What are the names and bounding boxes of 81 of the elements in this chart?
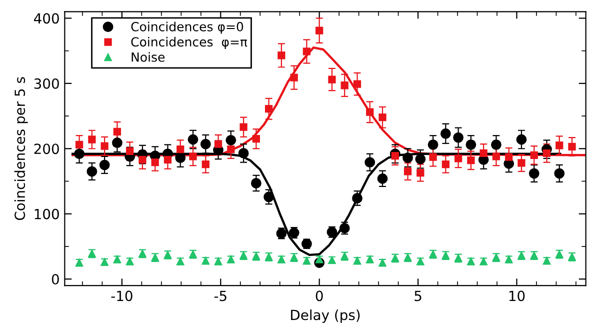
point	[530, 151, 538, 159]
point	[151, 158, 159, 166]
point	[440, 128, 451, 139]
point	[364, 157, 376, 168]
point	[240, 123, 248, 131]
y-tick-label: 100	[34, 208, 59, 220]
point	[554, 168, 565, 179]
point	[200, 138, 211, 150]
legend-label: Coincidences φ=0	[131, 22, 244, 34]
point	[88, 136, 96, 144]
point	[138, 156, 146, 164]
point	[404, 168, 412, 176]
point	[278, 52, 286, 60]
point	[86, 166, 98, 177]
point	[264, 192, 274, 202]
y-tick-label: 300	[34, 78, 59, 89]
point	[516, 134, 527, 145]
point	[454, 154, 462, 162]
point	[164, 156, 172, 164]
x-tick-label: -10	[111, 290, 132, 302]
point	[290, 74, 298, 82]
point	[480, 149, 488, 158]
point	[556, 142, 564, 150]
point	[568, 142, 576, 150]
point	[353, 80, 362, 88]
point	[264, 105, 273, 113]
point	[328, 76, 336, 84]
point	[316, 26, 324, 34]
point	[402, 152, 413, 163]
point	[429, 153, 437, 161]
point	[250, 178, 262, 188]
point	[528, 168, 540, 179]
point	[466, 140, 476, 150]
point	[352, 192, 362, 204]
x-tick-label: 5	[414, 290, 422, 302]
point	[175, 152, 186, 163]
y-tick-label: 200	[34, 144, 59, 154]
point	[518, 159, 526, 167]
point	[100, 142, 108, 150]
point	[340, 82, 348, 90]
point	[442, 160, 450, 168]
point	[453, 132, 464, 143]
point	[227, 145, 235, 154]
point	[75, 140, 84, 149]
point	[99, 160, 110, 170]
x-tick-label: 10	[509, 290, 525, 302]
point	[490, 140, 502, 150]
point	[542, 149, 551, 158]
point	[74, 148, 85, 160]
point	[126, 147, 134, 156]
point	[188, 134, 198, 145]
point	[467, 156, 475, 164]
point	[302, 48, 311, 56]
x-tick-label: -5	[214, 290, 226, 302]
legend-label: Coincidences φ=π	[131, 36, 248, 50]
point	[366, 108, 374, 116]
point	[189, 152, 197, 160]
y-tick-label: 0	[52, 274, 59, 285]
point	[391, 152, 399, 160]
point	[377, 173, 388, 184]
y-axis-title: Coincidences per 5 s	[14, 77, 28, 220]
point	[328, 256, 336, 264]
point	[316, 256, 324, 264]
point	[113, 128, 122, 136]
point	[252, 135, 260, 143]
point	[378, 114, 386, 122]
point	[428, 140, 438, 150]
y-tick-label: 400	[34, 13, 59, 24]
point	[416, 168, 424, 177]
point	[176, 145, 184, 154]
point	[492, 152, 500, 160]
point	[112, 138, 122, 148]
legend-label: Noise	[132, 52, 165, 62]
point	[214, 140, 222, 148]
point	[202, 160, 210, 168]
x-axis-title: Delay (ps)	[291, 309, 360, 323]
point	[226, 134, 236, 146]
point	[238, 148, 249, 158]
point	[505, 153, 513, 161]
x-tick-label: 0	[316, 290, 323, 302]
point	[415, 154, 426, 164]
